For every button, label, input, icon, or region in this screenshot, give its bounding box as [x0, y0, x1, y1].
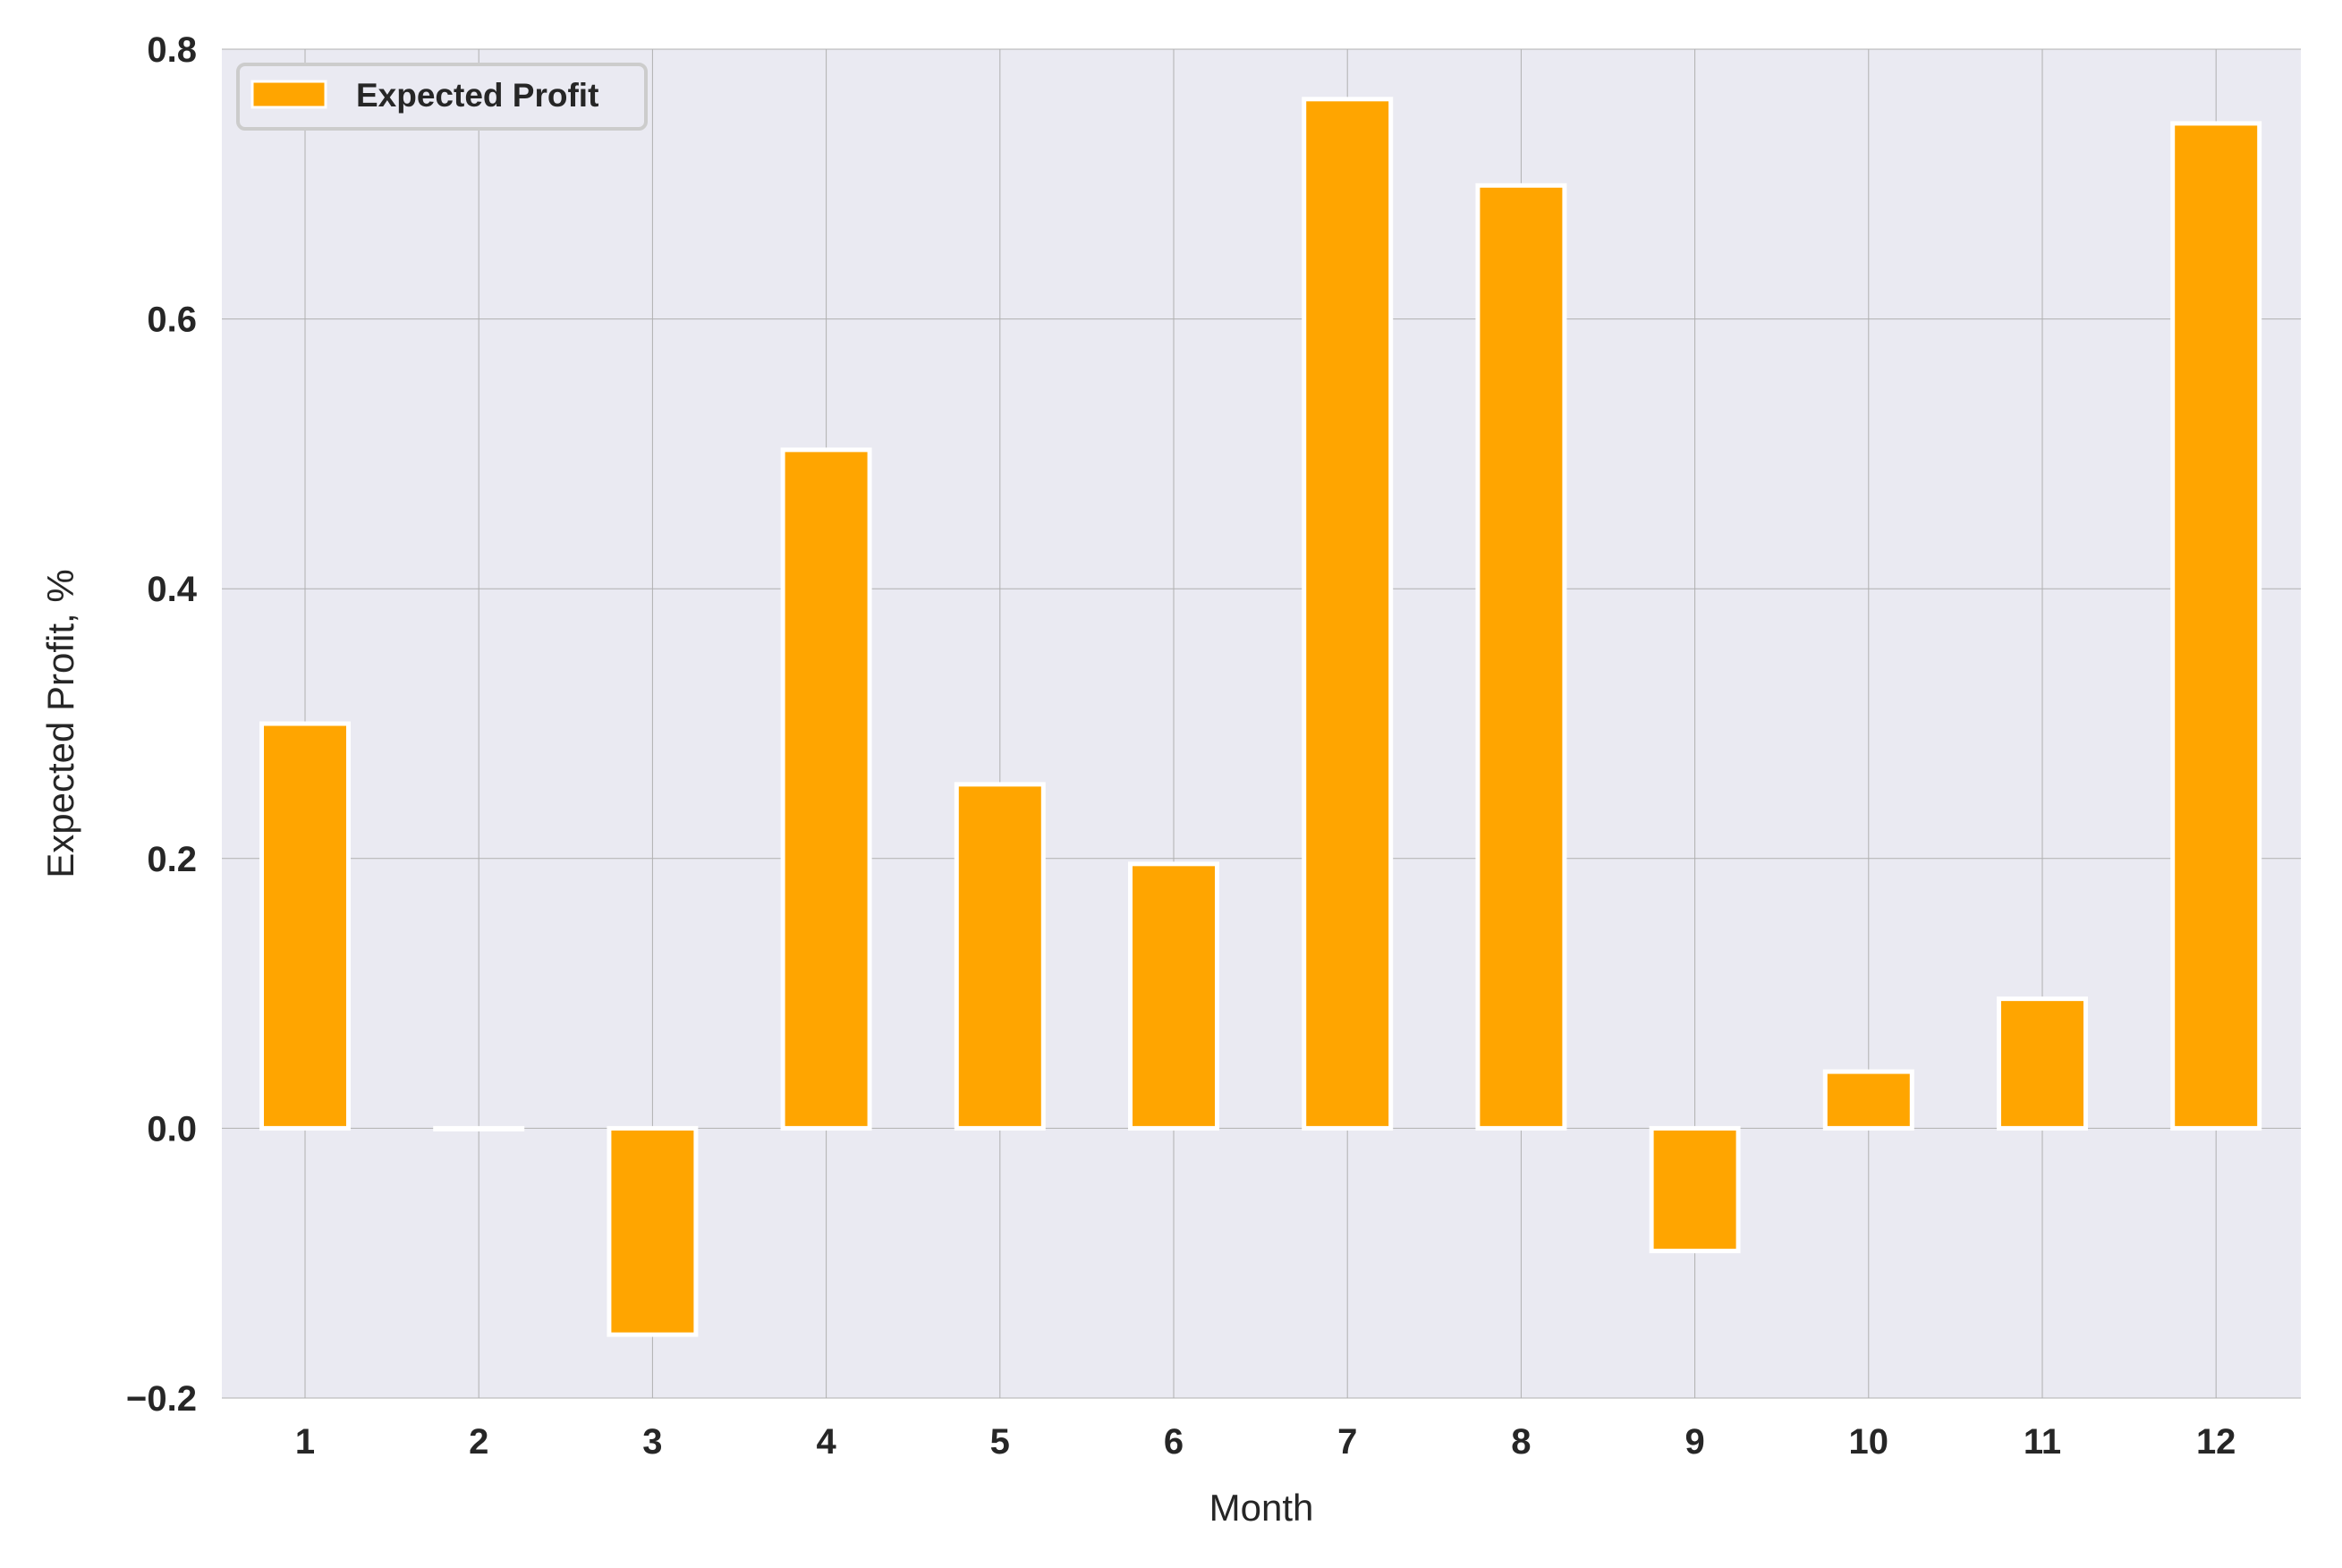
- x-tick-label: 1: [295, 1422, 315, 1462]
- bar-month-11: [1997, 996, 2088, 1131]
- y-tick-label: 0.6: [147, 301, 197, 340]
- x-tick-label: 5: [990, 1422, 1010, 1462]
- bar-month-9: [1649, 1125, 1741, 1254]
- x-tick-label: 10: [1849, 1422, 1889, 1462]
- bar-month-6: [1128, 861, 1219, 1131]
- plot-area: [222, 49, 2301, 1398]
- bars: [259, 97, 2262, 1337]
- legend-box: [236, 63, 648, 131]
- x-tick-label: 12: [2196, 1422, 2236, 1462]
- x-tick-label: 9: [1684, 1422, 1704, 1462]
- bar-month-10: [1822, 1069, 1914, 1131]
- x-tick-label: 7: [1337, 1422, 1357, 1462]
- y-axis-label: Expected Profit, %: [39, 569, 81, 878]
- y-tick-label: 0.0: [147, 1109, 197, 1148]
- x-axis-ticks: 1 2 3 4 5 6 7 8 9 10 11 12: [295, 1422, 2236, 1462]
- bar-month-1: [259, 721, 351, 1131]
- bar-month-3: [607, 1125, 699, 1337]
- y-tick-label: −0.2: [126, 1379, 197, 1419]
- x-tick-label: 3: [642, 1422, 662, 1462]
- x-tick-label: 6: [1164, 1422, 1184, 1462]
- x-axis-label: Month: [1209, 1487, 1314, 1529]
- y-axis-ticks: −0.2 0.0 0.2 0.4 0.6 0.8: [126, 30, 198, 1419]
- bar-month-12: [2170, 121, 2262, 1131]
- bar-month-2: [433, 1125, 525, 1132]
- y-tick-label: 0.8: [147, 30, 197, 70]
- bar-month-7: [1302, 97, 1394, 1131]
- bar-month-8: [1475, 182, 1567, 1131]
- legend: Expected Profit: [236, 63, 648, 131]
- bar-month-5: [954, 782, 1046, 1131]
- legend-label: Expected Profit: [356, 77, 598, 114]
- x-tick-label: 2: [469, 1422, 488, 1462]
- y-tick-label: 0.2: [147, 840, 197, 879]
- x-tick-label: 8: [1511, 1422, 1531, 1462]
- legend-swatch: [250, 80, 327, 109]
- bar-month-4: [780, 447, 872, 1131]
- x-tick-label: 11: [2024, 1422, 2061, 1462]
- y-tick-label: 0.4: [147, 570, 197, 609]
- x-tick-label: 4: [816, 1422, 836, 1462]
